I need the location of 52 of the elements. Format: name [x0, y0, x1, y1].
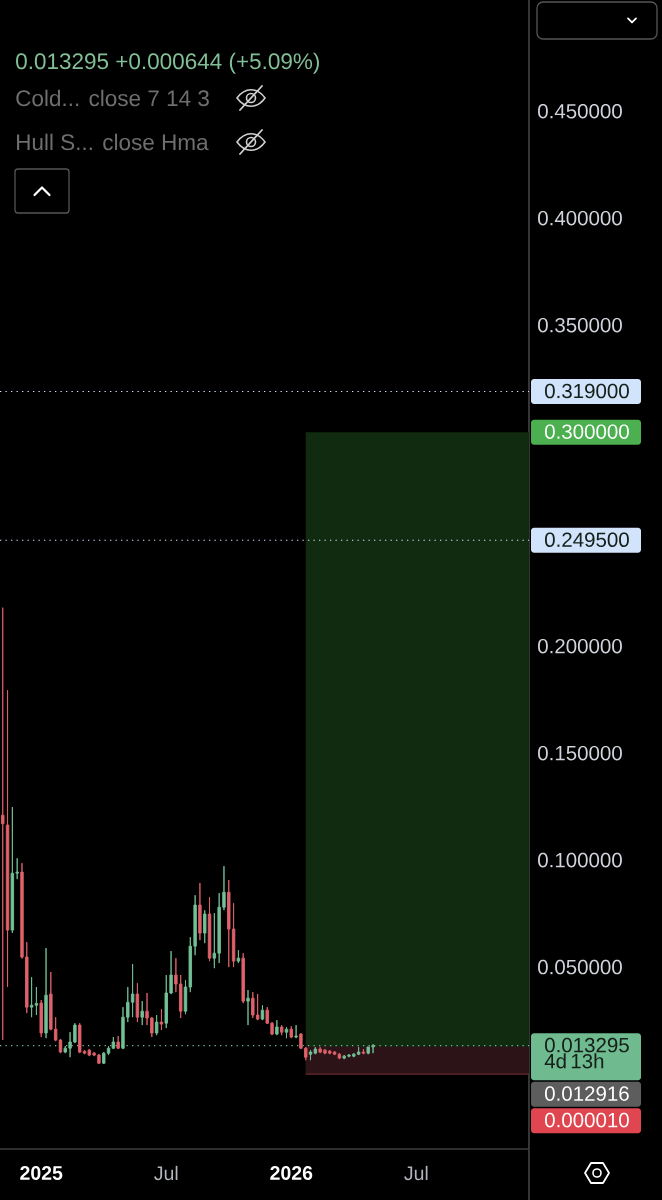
candlestick — [279, 1024, 284, 1036]
y-tick-label: 0.200000 — [538, 638, 622, 654]
x-tick-label: 2025 — [20, 1166, 63, 1180]
candlestick — [260, 1004, 265, 1021]
candlestick — [289, 1025, 293, 1039]
candlestick — [87, 1048, 92, 1057]
y-tick-label: 0.450000 — [538, 103, 622, 119]
candlestick — [207, 896, 212, 962]
candlestick — [159, 1008, 164, 1031]
candlestick — [284, 1026, 289, 1039]
candlestick — [255, 993, 260, 1021]
candlestick — [236, 949, 241, 964]
candlestick — [135, 982, 140, 1023]
candlestick — [77, 1022, 82, 1054]
y-tick-label: 0.100000 — [538, 852, 622, 868]
candlestick — [44, 947, 48, 1039]
y-tick-label: 0.050000 — [538, 959, 622, 975]
candlestick — [29, 976, 34, 1018]
candlestick — [198, 882, 202, 941]
data-label: 0.300000 — [545, 424, 629, 439]
candlestick — [5, 689, 10, 988]
candlestick — [140, 1000, 144, 1026]
y-tick-label: 0.350000 — [538, 317, 622, 333]
y-tick-label: 0.150000 — [538, 745, 622, 761]
x-tick-label: Jul — [404, 1165, 428, 1181]
candlestick — [130, 963, 135, 1018]
x-tick-label: 2026 — [270, 1166, 313, 1180]
ref-line-label: 0.319000 — [545, 383, 629, 399]
ref-line-label: 0.013295 4d 13h — [544, 1037, 629, 1069]
y-tick-label: 0.400000 — [538, 210, 622, 226]
candlestick — [337, 1052, 342, 1060]
data-label: 0.000010 — [545, 1112, 629, 1128]
candlestick — [1, 607, 5, 1041]
candlestick — [241, 952, 245, 1004]
candlestick — [10, 806, 15, 934]
annotation: Cold... close 7 14 3 — [16, 89, 209, 107]
candlestick — [308, 1049, 313, 1061]
x-tick-label: Jul — [154, 1165, 178, 1181]
candlestick — [275, 1019, 279, 1036]
candlestick — [294, 1024, 298, 1039]
candlestick — [246, 989, 250, 1026]
candlestick — [116, 1035, 120, 1050]
text: 0.013295 +0.000644 (+5.09%) — [16, 52, 319, 74]
data-label: 0.012916 — [545, 1086, 629, 1101]
candlestick — [361, 1048, 366, 1055]
candlestick — [332, 1050, 337, 1056]
candlestick — [203, 909, 207, 944]
ref-line-label: 0.249500 — [545, 532, 629, 547]
candlestick — [154, 1014, 159, 1036]
candlestick — [39, 999, 43, 1038]
candlestick — [227, 879, 231, 968]
annotation: Hull S... close Hma — [17, 133, 209, 151]
